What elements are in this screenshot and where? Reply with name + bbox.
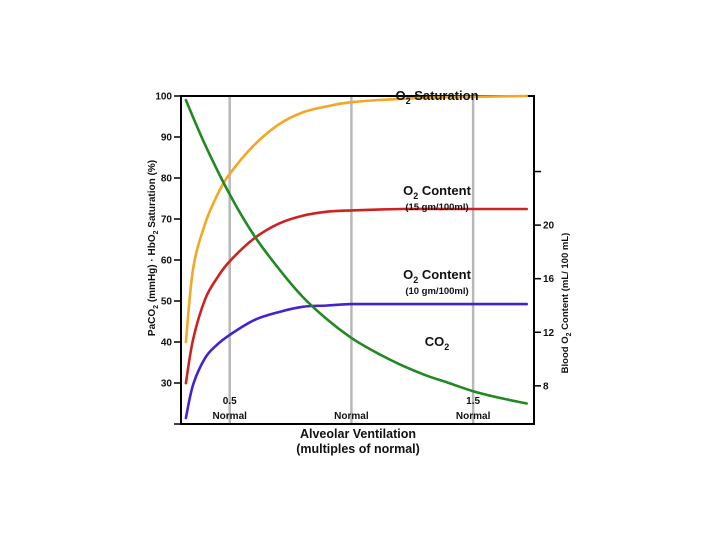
series-group	[184, 94, 528, 420]
right-tick-label: 20	[543, 221, 555, 232]
right-axis-ticks: 8 12 16 20	[534, 170, 555, 392]
series-line-o2content15	[184, 207, 528, 385]
left-tick-label: 30	[161, 379, 173, 390]
left-tick-label: 70	[161, 215, 173, 226]
x-axis-ticks: 0.5 Normal Normal 1.5 Normal	[212, 396, 490, 422]
y-axis-title-right: Blood O2 Content (mL/ 100 mL)	[560, 233, 573, 374]
right-tick-label: 12	[543, 328, 555, 339]
left-tick-label: 90	[161, 133, 173, 144]
left-tick-label: 40	[161, 338, 173, 349]
label-o2content10: O2 Content	[403, 267, 472, 285]
series-line-co2	[184, 98, 528, 405]
x-tick-sublabel: Normal	[212, 411, 247, 422]
plot-background	[181, 96, 534, 424]
note-o2content10: (10 gm/100ml)	[405, 286, 468, 297]
x-tick-label: 0.5	[223, 396, 237, 407]
x-tick-label: 1.5	[466, 396, 480, 407]
series-line-o2sat	[184, 94, 528, 344]
y-axis-title-left: PaCO2 (mmHg) · HbO2 Saturation (%)	[147, 160, 160, 336]
left-tick-label: 80	[161, 174, 173, 185]
left-tick-label: 60	[161, 256, 173, 267]
x-tick-sublabel: Normal	[456, 411, 491, 422]
x-axis-title: Alveolar Ventilation	[300, 427, 416, 441]
left-axis-ticks: 100 90 80 70 60 50 40 30	[155, 92, 181, 425]
label-o2content15: O2 Content	[403, 183, 472, 201]
label-co2: CO2	[425, 334, 450, 352]
left-tick-label: 50	[161, 297, 173, 308]
label-o2sat: O2 Saturation	[395, 88, 478, 106]
x-axis-subtitle: (multiples of normal)	[296, 442, 420, 456]
left-tick-label: 100	[155, 92, 172, 103]
right-tick-label: 8	[543, 381, 549, 392]
series-line-o2content10	[184, 302, 528, 420]
right-tick-label: 16	[543, 274, 555, 285]
x-tick-sublabel: Normal	[334, 411, 369, 422]
note-o2content15: (15 gm/100ml)	[405, 202, 468, 213]
